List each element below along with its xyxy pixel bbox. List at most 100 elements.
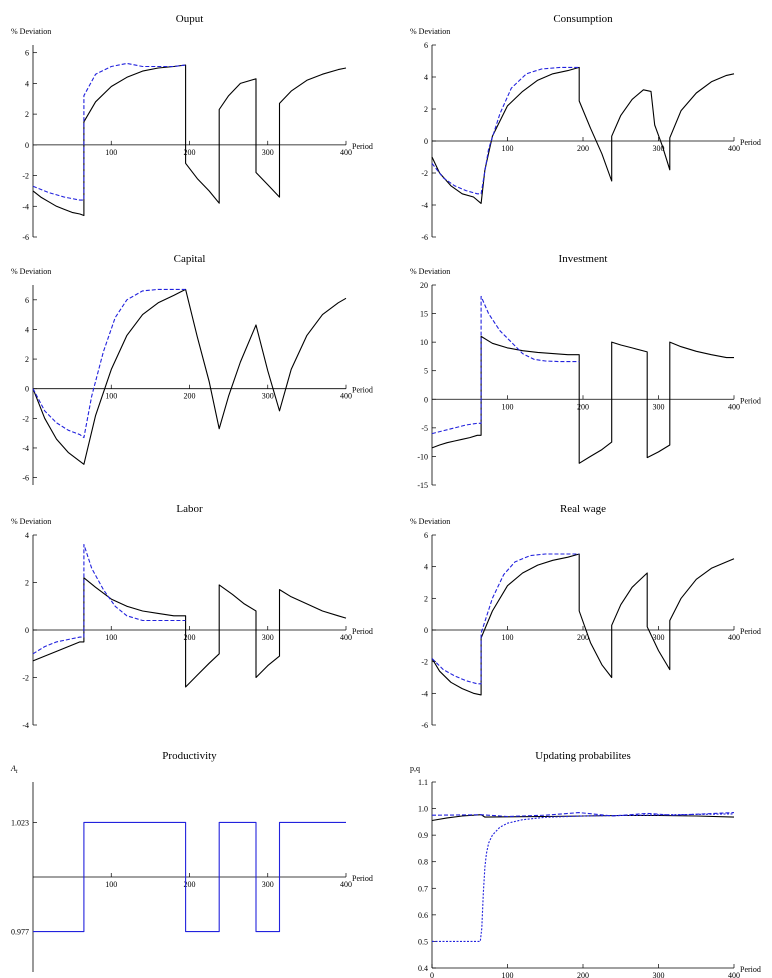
series-line-2 <box>32 288 186 439</box>
x-tick-label: 200 <box>184 392 196 401</box>
y-tick-label: 2 <box>25 110 29 119</box>
chart-title: Real wage <box>560 503 606 515</box>
chart-title: Productivity <box>162 750 217 762</box>
x-tick-label: 0 <box>430 971 434 978</box>
y-tick-label: -2 <box>22 674 29 683</box>
chart-title: Investment <box>559 253 608 265</box>
x-tick-label: 100 <box>502 633 514 642</box>
y-tick-label: -6 <box>421 233 428 242</box>
y-tick-label: 2 <box>25 579 29 588</box>
chart-panel-5: Labor % Deviation -4 -2 0 2 4 100 200 300 400Perio… <box>11 503 373 730</box>
x-tick-label: 400 <box>340 880 352 889</box>
y-tick-label: -10 <box>417 452 428 461</box>
x-tick-label: 100 <box>502 402 514 411</box>
series-line-1 <box>32 577 347 688</box>
x-tick-label: 200 <box>184 880 196 889</box>
y-tick-label: 0.7 <box>418 884 428 893</box>
chart-panel-3: Capital % Deviation -6 -4 -2 0 2 4 6 100 200 300 400… <box>11 253 373 485</box>
x-axis-label: Period <box>740 965 761 974</box>
y-tick-label: 2 <box>424 594 428 603</box>
y-tick-label: -6 <box>22 474 29 483</box>
x-tick-label: 200 <box>184 148 196 157</box>
y-tick-label: 4 <box>424 563 428 572</box>
y-axis-label: % Deviation <box>11 267 51 276</box>
y-tick-label: 0.9 <box>418 831 428 840</box>
x-tick-label: 100 <box>502 144 514 153</box>
y-tick-label: -2 <box>22 414 29 423</box>
y-axis-label: % Deviation <box>11 27 51 36</box>
x-tick-label: 200 <box>577 971 589 978</box>
chart-title: Ouput <box>176 13 204 25</box>
y-tick-label: 2 <box>424 105 428 114</box>
x-tick-label: 400 <box>728 402 740 411</box>
y-tick-label: 0 <box>25 385 29 394</box>
series-line-2 <box>431 295 580 435</box>
y-tick-label: -4 <box>421 689 428 698</box>
series-line-2 <box>32 62 186 201</box>
x-tick-label: 300 <box>653 144 665 153</box>
y-tick-label: 0.4 <box>418 964 428 973</box>
x-axis-label: Period <box>352 142 373 151</box>
chart-panel-2: Consumption % Deviation -6 -4 -2 0 2 4 6 100 200 30… <box>410 13 761 242</box>
x-axis-label: Period <box>352 874 373 883</box>
y-tick-label: -4 <box>421 201 428 210</box>
y-tick-label: 6 <box>25 49 29 58</box>
y-tick-label: 10 <box>420 338 428 347</box>
x-tick-label: 300 <box>262 392 274 401</box>
y-tick-label: 0 <box>424 395 428 404</box>
x-tick-label: 400 <box>728 144 740 153</box>
y-axis-label: p,q <box>410 764 420 773</box>
x-axis-label: Period <box>352 627 373 636</box>
series-line-1 <box>431 553 735 696</box>
y-axis-label: % Deviation <box>410 27 450 36</box>
chart-title: Capital <box>174 253 206 265</box>
x-tick-label: 100 <box>105 392 117 401</box>
y-tick-label: -2 <box>421 169 428 178</box>
y-tick-label: 0.977 <box>11 928 29 937</box>
chart-panel-4: Investment % Deviation -15 -10 -5 0 5 10 15 20 100… <box>410 253 761 490</box>
x-axis-label: Period <box>352 386 373 395</box>
y-tick-label: 1.1 <box>418 778 428 787</box>
x-tick-label: 400 <box>728 633 740 642</box>
series-line-1 <box>431 814 735 822</box>
chart-title: Updating probabilites <box>535 750 631 762</box>
y-axis-label: % Deviation <box>410 517 450 526</box>
x-tick-label: 200 <box>577 144 589 153</box>
y-tick-label: 4 <box>25 325 29 334</box>
x-tick-label: 300 <box>262 148 274 157</box>
y-tick-label: 5 <box>424 367 428 376</box>
chart-panel-6: Real wage % Deviation -6 -4 -2 0 2 4 6 100 200 300 4… <box>410 503 761 730</box>
y-axis-label: % Deviation <box>11 517 51 526</box>
x-tick-label: 200 <box>184 633 196 642</box>
x-tick-label: 300 <box>262 633 274 642</box>
x-tick-label: 300 <box>653 633 665 642</box>
y-tick-label: 0.5 <box>418 937 428 946</box>
y-tick-label: 4 <box>25 79 29 88</box>
x-tick-label: 100 <box>105 148 117 157</box>
y-tick-label: -6 <box>421 721 428 730</box>
y-tick-label: 2 <box>25 355 29 364</box>
x-tick-label: 400 <box>340 633 352 642</box>
series-line-3 <box>432 813 735 942</box>
y-tick-label: 0 <box>25 626 29 635</box>
x-tick-label: 400 <box>340 148 352 157</box>
x-tick-label: 400 <box>340 392 352 401</box>
chart-title: Consumption <box>553 13 613 25</box>
y-axis-label: % Deviation <box>410 267 450 276</box>
y-tick-label: -4 <box>22 202 29 211</box>
series-line-2 <box>431 66 580 195</box>
series-line-2 <box>431 812 735 818</box>
y-tick-label: 0.8 <box>418 858 428 867</box>
y-tick-label: -4 <box>22 721 29 730</box>
x-axis-label: Period <box>740 138 761 147</box>
y-tick-label: 20 <box>420 281 428 290</box>
x-tick-label: 300 <box>262 880 274 889</box>
x-tick-label: 200 <box>577 633 589 642</box>
y-tick-label: 0 <box>424 626 428 635</box>
y-tick-label: 1.0 <box>418 805 428 814</box>
x-axis-label: Period <box>740 627 761 636</box>
series-line-1 <box>431 335 734 464</box>
chart-panel-8: Updating probabilites p,q 0.4 0.5 0.6 0.7 0.8 0… <box>410 750 761 978</box>
y-tick-label: 0 <box>25 141 29 150</box>
